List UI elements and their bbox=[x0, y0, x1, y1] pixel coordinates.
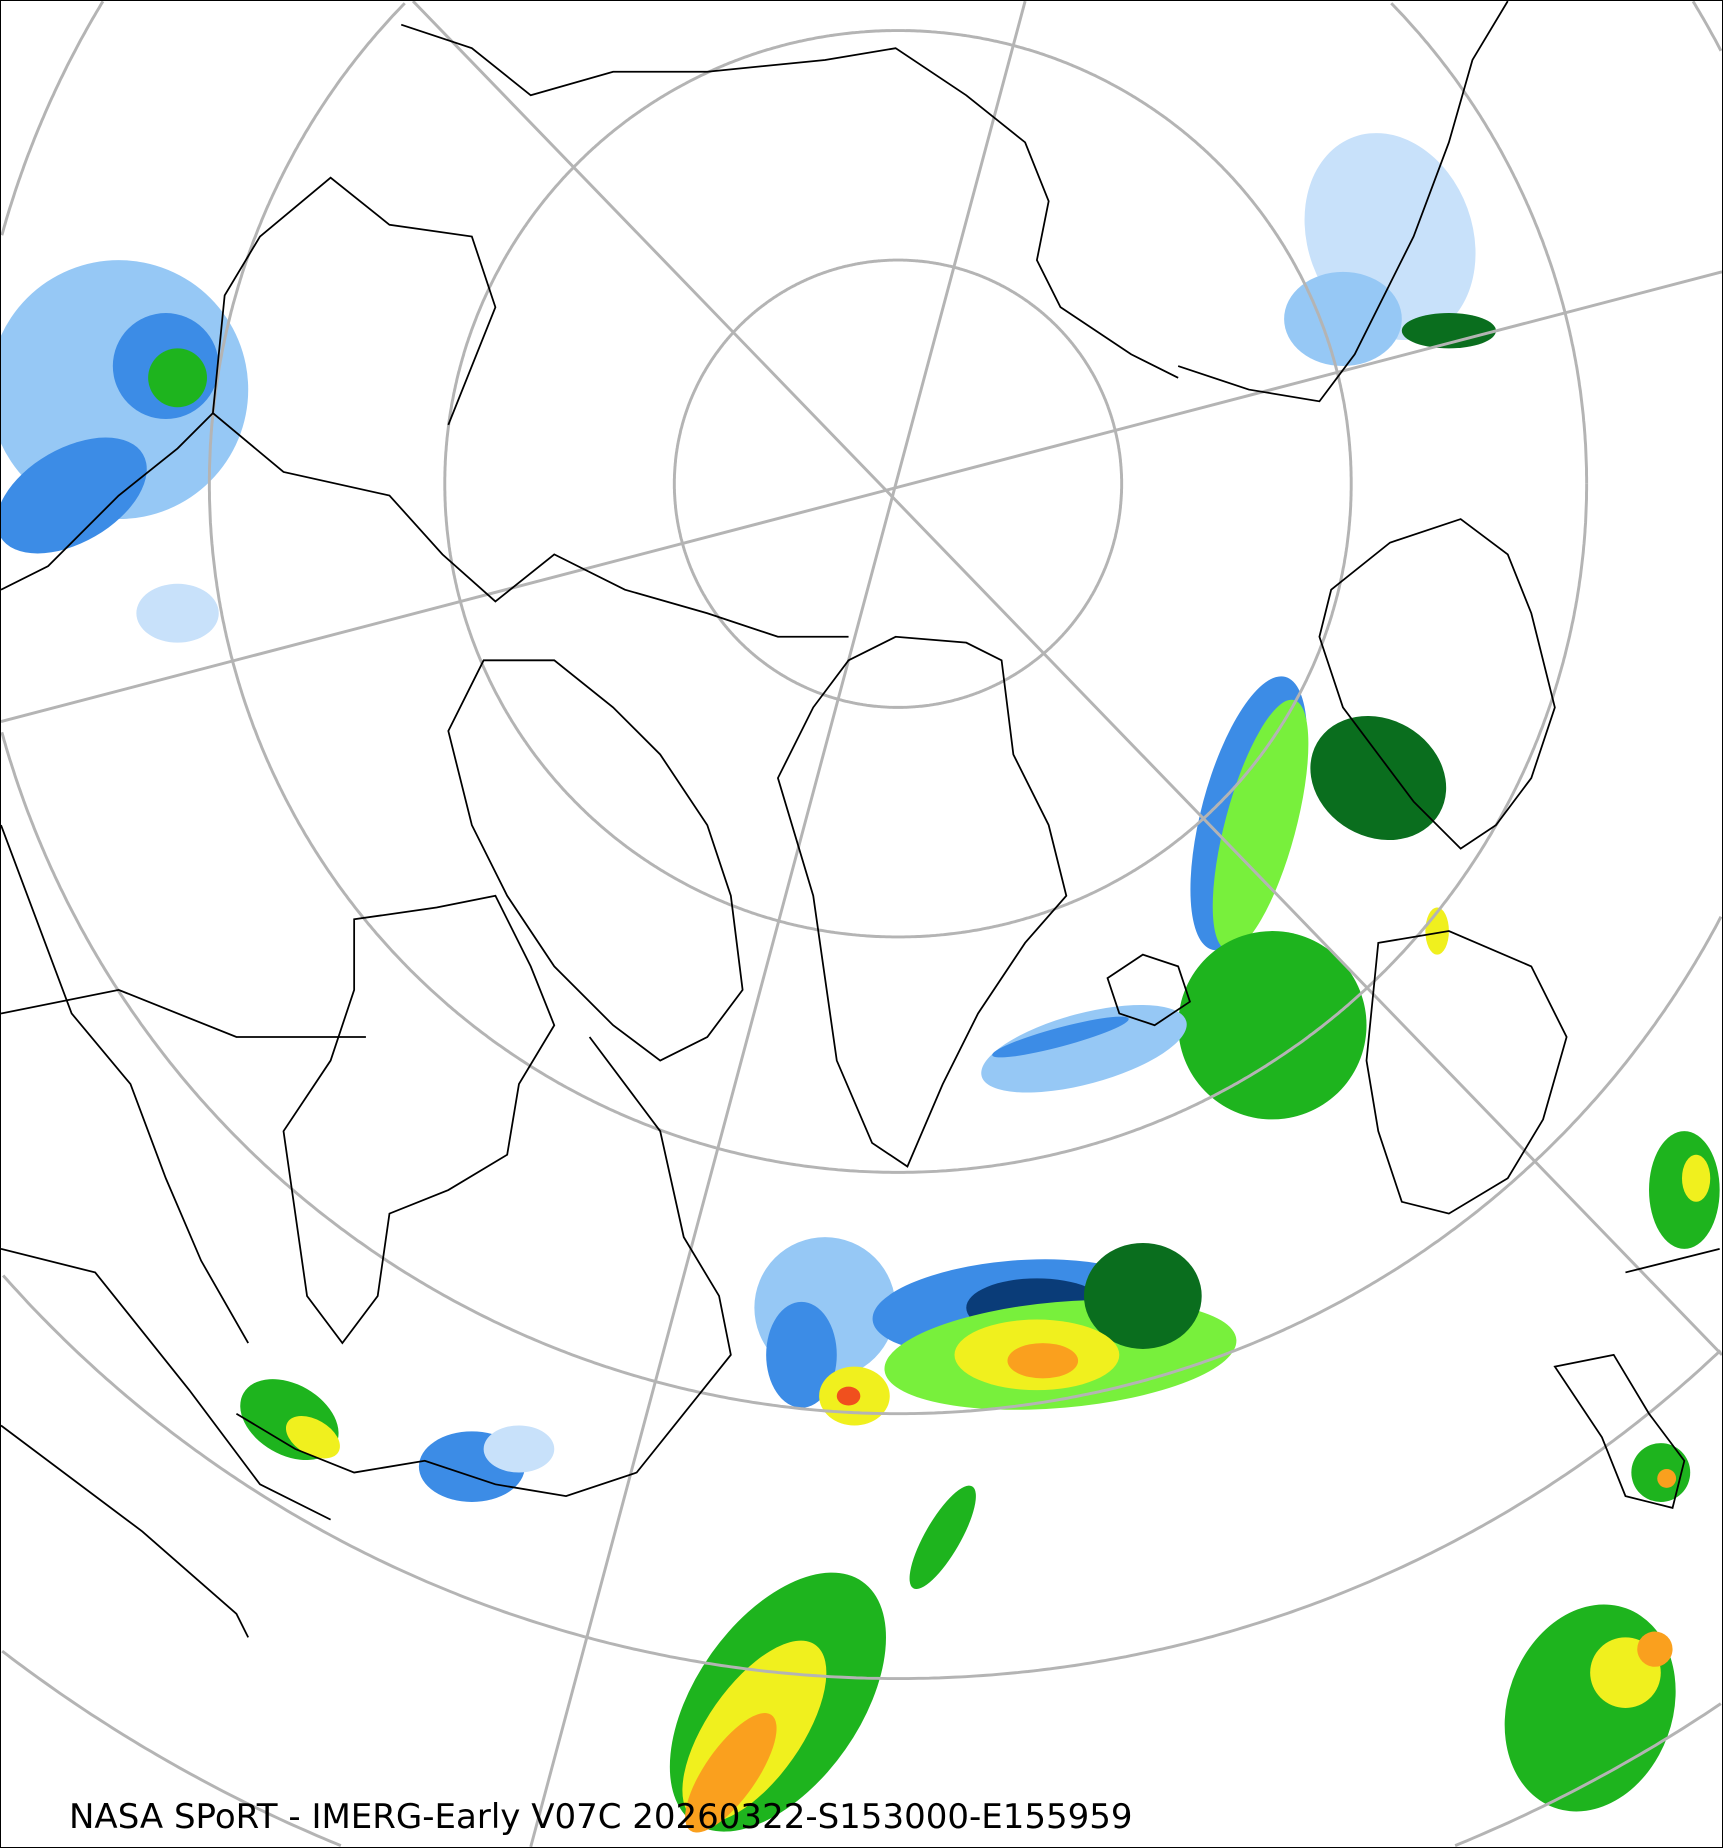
latitude-circle bbox=[1390, 2, 1589, 484]
latitude-circle bbox=[443, 29, 1353, 939]
precipitation-layer bbox=[1, 133, 1720, 1833]
latitude-circle bbox=[2, 1274, 1722, 1681]
precip-area-moderate-blue bbox=[766, 1301, 837, 1408]
latitude-circle bbox=[1, 731, 1722, 1416]
map-caption: NASA SPoRT - IMERG-Early V07C 20260322-S… bbox=[69, 1797, 1133, 1837]
latitude-circle bbox=[672, 258, 1124, 709]
coastline bbox=[1365, 930, 1568, 1215]
precip-area-dark-green bbox=[1310, 716, 1447, 841]
coastline bbox=[235, 1036, 732, 1498]
precip-area-red bbox=[836, 1386, 861, 1406]
precip-area-dark-green bbox=[1401, 313, 1496, 349]
precip-area-light-green bbox=[1212, 699, 1309, 951]
coastline bbox=[1318, 518, 1556, 850]
coastline bbox=[447, 659, 744, 1062]
latitude-circle bbox=[1, 1, 105, 236]
coastline bbox=[1, 1424, 249, 1638]
precip-area-green bbox=[148, 348, 208, 408]
precip-area-orange bbox=[1637, 1631, 1673, 1667]
precip-area-green bbox=[909, 1485, 976, 1590]
precip-area-orange bbox=[1007, 1343, 1079, 1379]
meridian-line bbox=[411, 1, 1722, 1356]
precip-area-moderate-blue bbox=[992, 1016, 1129, 1058]
latitude-circle bbox=[1454, 1702, 1722, 1847]
coastline bbox=[211, 176, 849, 638]
coastline bbox=[282, 894, 556, 1345]
coastline bbox=[1177, 1, 1509, 403]
coastline bbox=[400, 23, 1179, 379]
precip-area-moderate-blue bbox=[1, 437, 147, 554]
coastlines bbox=[1, 1, 1720, 1638]
precip-area-light bbox=[981, 1005, 1187, 1093]
coastline bbox=[1, 824, 249, 1344]
meridian-line bbox=[1, 270, 1722, 723]
precip-area-green bbox=[1178, 931, 1367, 1120]
coastline bbox=[776, 635, 1068, 1168]
precip-area-dark-green bbox=[1083, 1243, 1202, 1349]
latitude-circle bbox=[1, 1649, 342, 1847]
meridian-line bbox=[529, 1, 1027, 1847]
latitude-circle bbox=[1691, 1, 1722, 52]
coastline bbox=[1553, 1353, 1686, 1509]
coastline bbox=[1625, 1248, 1720, 1274]
coastline bbox=[1, 1248, 331, 1521]
precip-area-orange bbox=[1657, 1469, 1677, 1488]
coastline bbox=[1, 412, 214, 591]
precip-area-orange bbox=[685, 1712, 777, 1833]
precip-area-light bbox=[1284, 271, 1402, 367]
precip-area-very-light bbox=[483, 1425, 555, 1473]
coastline bbox=[1, 989, 366, 1038]
coastline bbox=[1106, 953, 1191, 1027]
precip-area-yellow bbox=[1681, 1154, 1711, 1202]
precip-area-yellow bbox=[285, 1416, 340, 1459]
precip-area-very-light bbox=[136, 583, 219, 643]
precip-area-green bbox=[1504, 1604, 1676, 1812]
